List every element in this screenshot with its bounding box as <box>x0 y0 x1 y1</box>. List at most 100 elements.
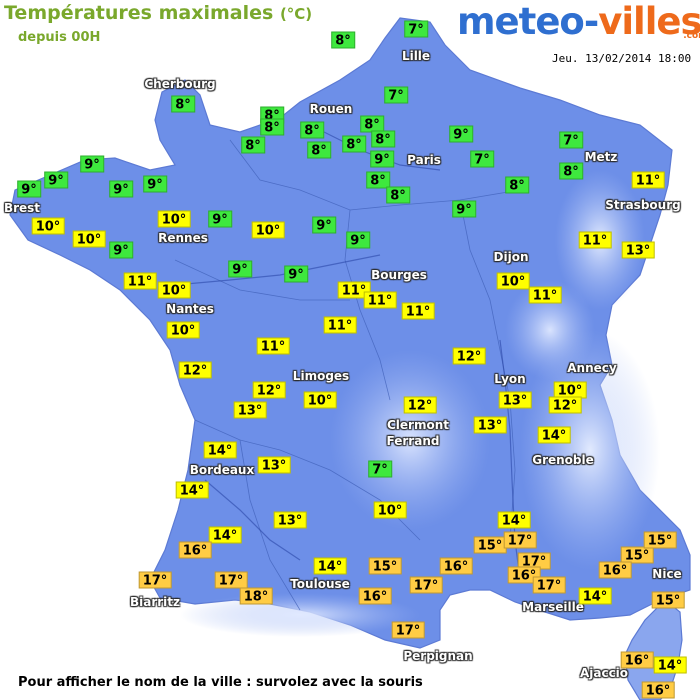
temperature-badge[interactable]: 9° <box>370 150 394 168</box>
temperature-badge[interactable]: 9° <box>449 125 473 143</box>
temperature-badge[interactable]: 9° <box>143 175 167 193</box>
temperature-badge[interactable]: 10° <box>251 221 285 239</box>
temperature-badge[interactable]: 8° <box>371 130 395 148</box>
temperature-badge[interactable]: 8° <box>331 31 355 49</box>
temperature-badge[interactable]: 16° <box>178 541 212 559</box>
temperature-badge[interactable]: 14° <box>653 656 687 674</box>
city-label: Dijon <box>493 250 529 264</box>
temperature-badge[interactable]: 15° <box>368 557 402 575</box>
temperature-badge[interactable]: 7° <box>404 20 428 38</box>
temperature-badge[interactable]: 16° <box>507 566 541 584</box>
brand-logo[interactable]: meteo-villes .com <box>457 0 700 43</box>
temperature-badge[interactable]: 13° <box>273 511 307 529</box>
temperature-badge[interactable]: 9° <box>228 260 252 278</box>
temperature-badge[interactable]: 17° <box>391 621 425 639</box>
temperature-badge[interactable]: 9° <box>109 241 133 259</box>
temperature-badge[interactable]: 10° <box>553 381 587 399</box>
temperature-badge[interactable]: 13° <box>498 391 532 409</box>
temperature-badge[interactable]: 9° <box>44 171 68 189</box>
jura-relief <box>505 280 595 380</box>
temperature-badge[interactable]: 12° <box>403 396 437 414</box>
temperature-badge[interactable]: 10° <box>72 230 106 248</box>
title-text: Températures maximales <box>4 2 274 24</box>
temperature-badge[interactable]: 18° <box>239 587 273 605</box>
temperature-badge[interactable]: 17° <box>138 571 172 589</box>
temperature-badge[interactable]: 13° <box>473 416 507 434</box>
temperature-badge[interactable]: 10° <box>157 210 191 228</box>
temperature-badge[interactable]: 12° <box>452 347 486 365</box>
temperature-badge[interactable]: 11° <box>323 316 357 334</box>
temperature-badge[interactable]: 10° <box>373 501 407 519</box>
temperature-badge[interactable]: 9° <box>452 200 476 218</box>
temperature-badge[interactable]: 7° <box>470 150 494 168</box>
city-label: Nice <box>652 567 682 581</box>
temperature-badge[interactable]: 9° <box>346 231 370 249</box>
temperature-badge[interactable]: 8° <box>366 171 390 189</box>
temperature-badge[interactable]: 11° <box>256 337 290 355</box>
temperature-badge[interactable]: 14° <box>578 587 612 605</box>
temperature-badge[interactable]: 17° <box>409 576 443 594</box>
temperature-badge[interactable]: 14° <box>537 426 571 444</box>
temperature-badge[interactable]: 11° <box>363 291 397 309</box>
temperature-badge[interactable]: 8° <box>241 136 265 154</box>
temperature-badge[interactable]: 9° <box>17 180 41 198</box>
temperature-badge[interactable]: 10° <box>496 272 530 290</box>
temperature-badge[interactable]: 8° <box>559 162 583 180</box>
temperature-badge[interactable]: 10° <box>166 321 200 339</box>
temperature-badge[interactable]: 8° <box>342 135 366 153</box>
temperature-badge[interactable]: 16° <box>598 561 632 579</box>
temperature-badge[interactable]: 8° <box>300 121 324 139</box>
temperature-badge[interactable]: 8° <box>386 186 410 204</box>
temperature-badge[interactable]: 14° <box>208 526 242 544</box>
temperature-badge[interactable]: 15° <box>651 591 685 609</box>
temperature-badge[interactable]: 8° <box>171 95 195 113</box>
temperature-badge[interactable]: 11° <box>631 171 665 189</box>
temperature-badge[interactable]: 14° <box>497 511 531 529</box>
temperature-badge[interactable]: 9° <box>208 210 232 228</box>
temperature-badge[interactable]: 10° <box>303 391 337 409</box>
temperature-badge[interactable]: 9° <box>312 216 336 234</box>
temperature-badge[interactable]: 8° <box>260 118 284 136</box>
temperature-badge[interactable]: 15° <box>620 546 654 564</box>
temperature-badge[interactable]: 17° <box>503 531 537 549</box>
temperature-badge[interactable]: 13° <box>257 456 291 474</box>
temperature-badge[interactable]: 16° <box>620 651 654 669</box>
temperature-badge[interactable]: 8° <box>307 141 331 159</box>
temperature-badge[interactable]: 8° <box>505 176 529 194</box>
page-title: Températures maximales (°C) <box>4 2 312 24</box>
temperature-badge[interactable]: 16° <box>439 557 473 575</box>
temperature-badge[interactable]: 11° <box>578 231 612 249</box>
temperature-badge[interactable]: 13° <box>621 241 655 259</box>
city-label: Grenoble <box>532 453 594 467</box>
temperature-badge[interactable]: 11° <box>528 286 562 304</box>
temperature-badge[interactable]: 13° <box>233 401 267 419</box>
city-label: Brest <box>3 201 41 215</box>
temperature-badge[interactable]: 7° <box>368 460 392 478</box>
temperature-badge[interactable]: 10° <box>157 281 191 299</box>
temperature-badge[interactable]: 9° <box>284 265 308 283</box>
temperature-badge[interactable]: 17° <box>214 571 248 589</box>
city-label: Rouen <box>309 102 353 116</box>
temperature-badge[interactable]: 16° <box>641 681 675 699</box>
temperature-badge[interactable]: 11° <box>123 272 157 290</box>
temperature-badge[interactable]: 9° <box>80 155 104 173</box>
temperature-badge[interactable]: 16° <box>358 587 392 605</box>
city-label: Cherbourg <box>144 77 216 91</box>
temperature-badge[interactable]: 8° <box>360 115 384 133</box>
temperature-badge[interactable]: 14° <box>313 557 347 575</box>
temperature-badge[interactable]: 9° <box>109 180 133 198</box>
temperature-badge[interactable]: 15° <box>643 531 677 549</box>
temperature-badge[interactable]: 12° <box>252 381 286 399</box>
temperature-badge[interactable]: 7° <box>384 86 408 104</box>
temperature-badge[interactable]: 7° <box>559 131 583 149</box>
temperature-badge[interactable]: 11° <box>337 281 371 299</box>
temperature-badge[interactable]: 14° <box>175 481 209 499</box>
temperature-badge[interactable]: 10° <box>31 217 65 235</box>
temperature-badge[interactable]: 12° <box>178 361 212 379</box>
temperature-badge[interactable]: 15° <box>473 536 507 554</box>
temperature-badge[interactable]: 17° <box>532 576 566 594</box>
temperature-badge[interactable]: 12° <box>548 396 582 414</box>
temperature-badge[interactable]: 14° <box>203 441 237 459</box>
temperature-badge[interactable]: 11° <box>401 302 435 320</box>
